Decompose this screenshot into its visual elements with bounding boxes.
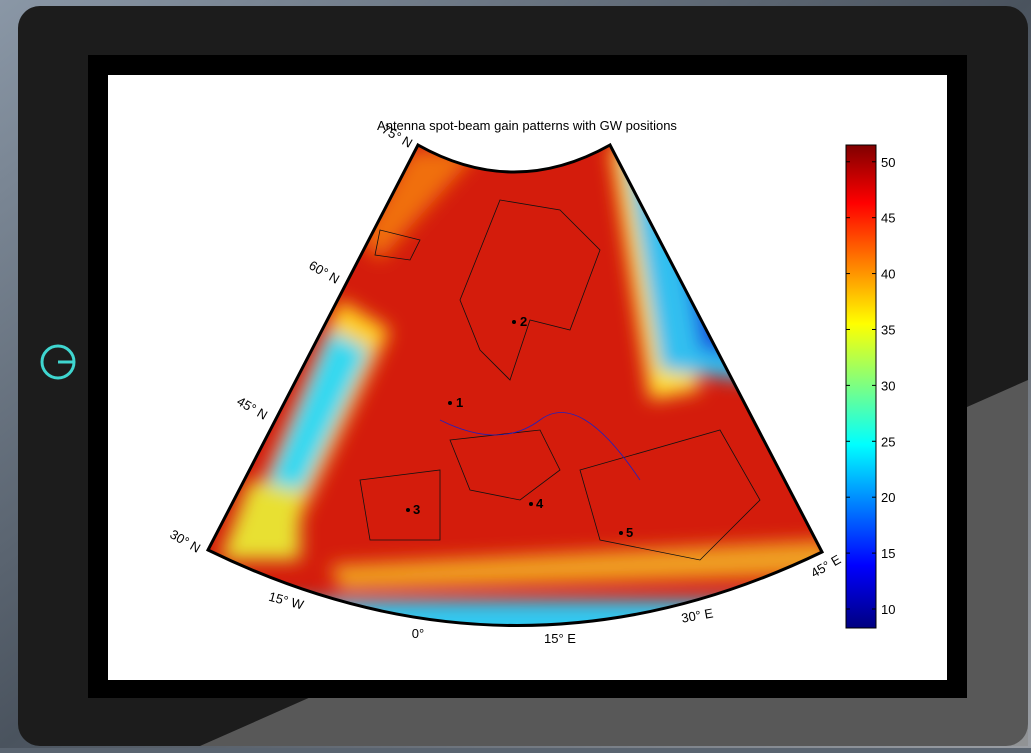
- colorbar-tick-label: 40: [881, 267, 895, 282]
- gateway-label: 1: [456, 395, 463, 410]
- screen: Antenna spot-beam gain patterns with GW …: [0, 0, 1031, 748]
- colorbar-tick-label: 10: [881, 602, 895, 617]
- gateway-label: 4: [536, 496, 544, 511]
- page: {"title": "Antenna spot-beam gain patter…: [0, 0, 1031, 748]
- colorbar-tick-label: 25: [881, 434, 895, 449]
- gateway-dot: [406, 508, 410, 512]
- gateway-dot: [619, 531, 623, 535]
- colorbar-scale: [846, 145, 876, 628]
- colorbar-tick-label: 15: [881, 546, 895, 561]
- colorbar-tick-label: 45: [881, 211, 895, 226]
- colorbar-tick-label: 35: [881, 322, 895, 337]
- colorbar-tick-label: 20: [881, 490, 895, 505]
- lon-label: 0°: [412, 626, 424, 641]
- gateway-dot: [448, 401, 452, 405]
- gateway-dot: [512, 320, 516, 324]
- colorbar-tick-label: 50: [881, 155, 895, 170]
- lon-label: 15° E: [544, 631, 576, 646]
- chart-title: Antenna spot-beam gain patterns with GW …: [377, 118, 677, 133]
- gateway-label: 2: [520, 314, 527, 329]
- colorbar: [846, 145, 876, 628]
- gateway-dot: [529, 502, 533, 506]
- gateway-label: 5: [626, 525, 633, 540]
- gateway-label: 3: [413, 502, 420, 517]
- colorbar-tick-label: 30: [881, 378, 895, 393]
